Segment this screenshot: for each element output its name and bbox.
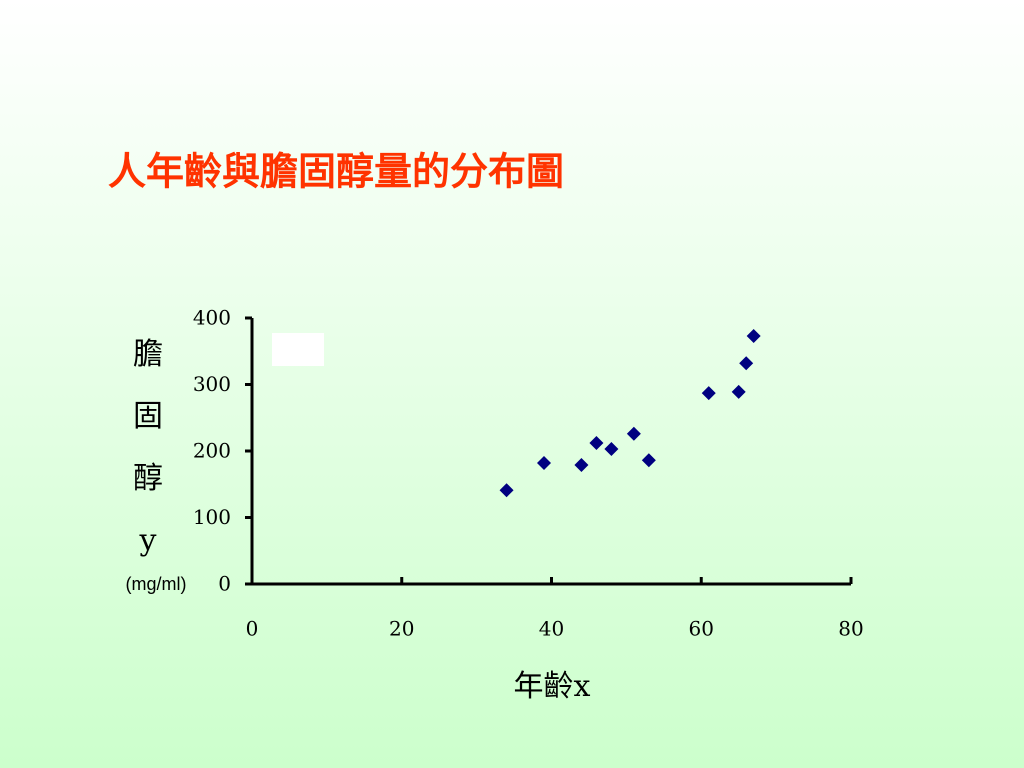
y-tick-label: 200: [193, 439, 231, 463]
point: [589, 436, 604, 451]
point: [641, 453, 656, 468]
y-tick-label: 0: [218, 572, 231, 596]
point: [574, 457, 589, 472]
y-axis-label: 膽: [133, 337, 163, 372]
x-tick-label: 60: [689, 617, 714, 641]
x-tick-label: 0: [246, 617, 259, 641]
x-tick-label: 40: [539, 617, 564, 641]
y-tick-label: 100: [193, 505, 231, 529]
point: [701, 386, 716, 401]
point: [604, 442, 619, 457]
y-axis-label: 醇: [133, 461, 163, 496]
point: [499, 483, 514, 498]
y-tick-label: 400: [193, 306, 231, 330]
point: [731, 384, 746, 399]
y-tick-label: 300: [193, 372, 231, 396]
x-tick-label: 80: [838, 617, 863, 641]
y-axis-label: y: [139, 523, 157, 558]
point: [746, 328, 761, 343]
y-axis-label: 固: [133, 399, 163, 434]
point: [739, 356, 754, 371]
point: [626, 426, 641, 441]
x-tick-label: 20: [389, 617, 414, 641]
chart-title: 人年齡與膽固醇量的分布圖: [108, 149, 564, 194]
point: [537, 455, 552, 470]
x-axis-label: 年齡x: [514, 669, 591, 704]
y-axis-unit: (mg/ml): [126, 574, 187, 594]
blank-box: [272, 333, 324, 366]
